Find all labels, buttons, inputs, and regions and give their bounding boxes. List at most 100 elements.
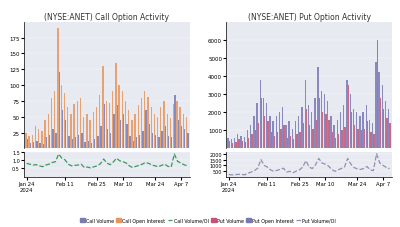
- Bar: [380, 98, 381, 149]
- Bar: [284, 125, 285, 149]
- Bar: [298, 116, 300, 149]
- Bar: [293, 140, 294, 149]
- Bar: [382, 86, 383, 149]
- Bar: [84, 143, 86, 149]
- Bar: [173, 105, 174, 149]
- Bar: [120, 121, 121, 149]
- Bar: [276, 116, 277, 149]
- Bar: [26, 139, 28, 149]
- Bar: [59, 73, 60, 149]
- Bar: [125, 101, 126, 149]
- Bar: [309, 125, 310, 149]
- Bar: [373, 134, 375, 149]
- Bar: [75, 138, 76, 149]
- Bar: [247, 131, 248, 149]
- Bar: [136, 138, 137, 149]
- Bar: [122, 92, 123, 149]
- Bar: [32, 135, 33, 149]
- Bar: [324, 95, 325, 149]
- Bar: [322, 113, 323, 149]
- Bar: [260, 80, 261, 149]
- Bar: [354, 125, 356, 149]
- Bar: [351, 113, 352, 149]
- Bar: [86, 114, 88, 149]
- Bar: [90, 121, 91, 149]
- Bar: [264, 116, 266, 149]
- Bar: [248, 138, 250, 149]
- Bar: [183, 114, 184, 149]
- Bar: [234, 138, 235, 149]
- Bar: [335, 138, 336, 149]
- Bar: [308, 106, 309, 149]
- Bar: [68, 136, 70, 149]
- Title: (NYSE:ANET) Call Option Activity: (NYSE:ANET) Call Option Activity: [44, 13, 169, 22]
- Bar: [274, 136, 275, 149]
- Bar: [123, 114, 124, 149]
- Bar: [67, 108, 68, 149]
- Bar: [115, 64, 116, 149]
- Bar: [54, 92, 56, 149]
- Bar: [242, 142, 243, 149]
- Bar: [99, 95, 100, 149]
- Bar: [166, 114, 168, 149]
- Bar: [370, 133, 372, 149]
- Bar: [348, 86, 349, 149]
- Bar: [91, 144, 92, 149]
- Bar: [292, 129, 293, 149]
- Bar: [152, 133, 153, 149]
- Bar: [383, 109, 384, 149]
- Bar: [144, 92, 146, 149]
- Bar: [301, 107, 303, 149]
- Bar: [129, 136, 131, 149]
- Bar: [258, 123, 259, 149]
- Bar: [162, 131, 163, 149]
- Bar: [376, 41, 378, 149]
- Bar: [186, 117, 187, 149]
- Bar: [238, 140, 240, 149]
- Bar: [36, 141, 38, 149]
- Bar: [266, 104, 267, 149]
- Bar: [357, 129, 359, 149]
- Bar: [251, 134, 253, 149]
- Bar: [109, 104, 110, 149]
- Bar: [362, 113, 364, 149]
- Bar: [107, 130, 108, 149]
- Bar: [390, 123, 391, 149]
- Bar: [128, 111, 129, 149]
- Bar: [353, 109, 354, 149]
- Bar: [35, 127, 36, 149]
- Bar: [165, 127, 166, 149]
- Bar: [110, 133, 112, 149]
- Bar: [253, 116, 254, 149]
- Bar: [168, 136, 169, 149]
- Bar: [359, 116, 360, 149]
- Bar: [134, 114, 136, 149]
- Bar: [328, 120, 330, 149]
- Bar: [296, 134, 298, 149]
- Bar: [250, 125, 251, 149]
- Bar: [88, 141, 89, 149]
- Bar: [139, 135, 140, 149]
- Bar: [38, 130, 40, 149]
- Bar: [312, 129, 314, 149]
- Bar: [337, 120, 338, 149]
- Bar: [65, 121, 66, 149]
- Bar: [256, 104, 258, 149]
- Bar: [56, 133, 57, 149]
- Bar: [367, 122, 368, 149]
- Bar: [327, 102, 328, 149]
- Bar: [290, 136, 291, 149]
- Bar: [228, 138, 229, 149]
- Bar: [28, 136, 30, 149]
- Bar: [318, 68, 319, 149]
- Bar: [138, 106, 139, 149]
- Bar: [150, 108, 152, 149]
- Bar: [100, 127, 102, 149]
- Bar: [344, 127, 346, 149]
- Bar: [343, 106, 344, 149]
- Bar: [232, 143, 233, 149]
- Bar: [104, 105, 105, 149]
- Bar: [70, 114, 72, 149]
- Bar: [231, 140, 232, 149]
- Bar: [30, 144, 31, 149]
